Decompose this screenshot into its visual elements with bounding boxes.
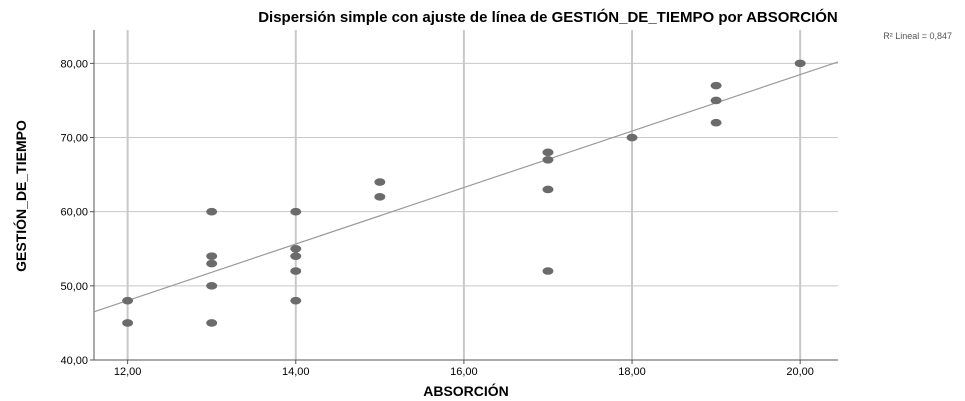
chart-title: Dispersión simple con ajuste de línea de…	[258, 8, 838, 26]
data-point	[542, 185, 554, 194]
y-tick-label: 40,00	[60, 355, 88, 367]
data-point	[290, 207, 302, 216]
data-point	[206, 259, 218, 268]
data-point	[374, 178, 386, 186]
data-point	[206, 252, 218, 260]
r-squared-label: R² Lineal = 0,847	[883, 31, 952, 41]
y-tick-label: 80,00	[60, 58, 88, 70]
data-point	[542, 148, 554, 157]
data-point	[290, 244, 302, 253]
data-point	[626, 133, 638, 142]
data-point	[710, 118, 722, 127]
x-tick-label: 16,00	[450, 366, 478, 378]
x-axis-label: ABSORCIÓN	[423, 382, 509, 399]
data-point	[206, 319, 218, 327]
fit-line-group	[93, 61, 839, 313]
y-axis-label: GESTIÓN_DE_TIEMPO	[12, 120, 29, 272]
x-tick-label: 14,00	[282, 366, 310, 378]
data-point	[206, 207, 218, 216]
axes	[90, 30, 838, 364]
y-tick-label: 50,00	[60, 281, 88, 293]
grid-lines	[94, 30, 838, 360]
data-point	[710, 96, 722, 105]
data-point	[290, 296, 302, 305]
fit-line	[93, 61, 839, 313]
x-tick-label: 12,00	[114, 366, 142, 378]
data-points	[122, 59, 806, 327]
y-tick-label: 70,00	[60, 133, 88, 145]
data-point	[374, 193, 386, 201]
data-point	[122, 296, 134, 305]
x-tick-label: 20,00	[786, 366, 814, 378]
data-point	[290, 252, 302, 260]
data-point	[290, 267, 302, 275]
data-point	[122, 319, 134, 327]
y-tick-label: 60,00	[60, 207, 88, 219]
tick-labels: 12,00 14,00 16,00 18,00 20,00 40,00 50,00 60,00…	[60, 58, 813, 378]
data-point	[542, 267, 554, 275]
data-point	[542, 155, 554, 164]
data-point	[710, 81, 722, 90]
x-tick-label: 18,00	[618, 366, 646, 378]
data-point	[206, 282, 218, 290]
data-point	[794, 59, 806, 68]
